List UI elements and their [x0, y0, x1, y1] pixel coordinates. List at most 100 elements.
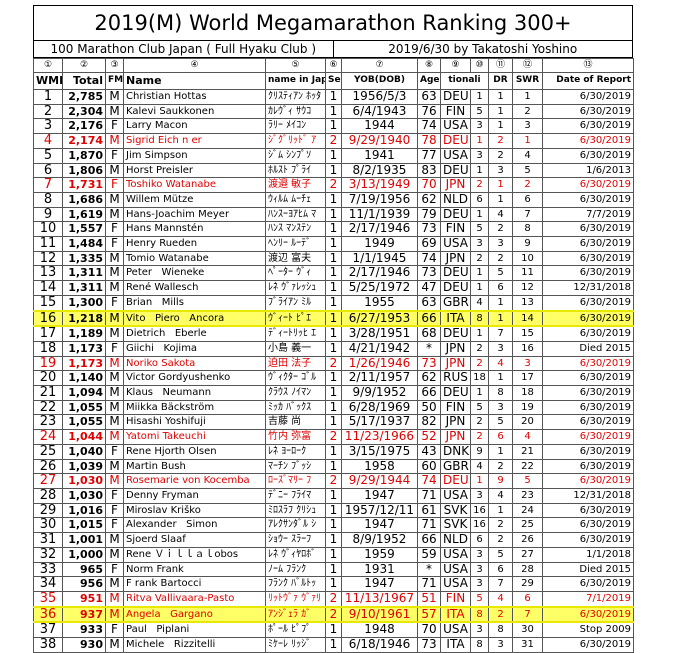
- ranking-row: 33 965 F Norm Frank ﾉｰﾑ ﾌﾗﾝｸ 1 1931 * USA 3 6 28 Die…: [33, 561, 634, 578]
- cell: 6/30/2019: [542, 265, 634, 282]
- cell: 73: [417, 221, 441, 238]
- cell: M: [105, 590, 124, 608]
- cell: ﾌﾗﾝｸ ﾊﾞﾙﾄｯ: [265, 576, 326, 592]
- cell: 73: [417, 637, 441, 653]
- cell: Miroslav Kriško: [123, 502, 266, 519]
- cell: 32: [33, 546, 63, 563]
- cell: 12: [33, 250, 63, 267]
- cell: 5/17/1937: [341, 414, 418, 431]
- cell: Willem Mütze: [123, 191, 266, 208]
- cell: 2,174: [62, 133, 106, 149]
- cell: 2: [470, 250, 489, 267]
- cell: 2: [488, 517, 513, 534]
- cell: 7/19/1956: [341, 191, 418, 208]
- cell: 60: [417, 458, 441, 475]
- column-header: Sex: [325, 72, 342, 90]
- cell: 1,311: [62, 265, 106, 282]
- cell: 1: [325, 89, 342, 105]
- cell: 50: [417, 399, 441, 416]
- ranking-row: 29 1,016 F Miroslav Kriško ﾐﾛｽﾗﾌ ｸﾘｼｭ 1 1957/1…: [33, 502, 634, 519]
- cell: 6/30/2019: [542, 443, 634, 460]
- cell: 2: [488, 221, 513, 238]
- cell: 1: [325, 191, 342, 208]
- cell: 1: [325, 206, 342, 223]
- cell: 74: [417, 473, 441, 489]
- column-number: ⑤: [265, 58, 326, 73]
- cell: USA: [440, 576, 471, 592]
- cell: ﾎﾙｽﾄ ﾌﾟﾗｲ: [265, 162, 326, 179]
- cell: F: [105, 118, 124, 135]
- cell: 6: [488, 429, 513, 445]
- cell: 5: [488, 265, 513, 282]
- column-number: ④: [123, 58, 266, 73]
- cell: 4: [512, 429, 543, 445]
- ranking-row: 24 1,044 M Yatomi Takeuchi 竹内 弥富 2 11/23/1966 5…: [33, 429, 634, 445]
- cell: 1: [512, 133, 543, 149]
- cell: 76: [417, 103, 441, 120]
- cell: 2: [470, 340, 489, 357]
- cell: *: [417, 561, 441, 578]
- cell: 1944: [341, 118, 418, 135]
- cell: 69: [417, 236, 441, 252]
- cell: F: [105, 294, 124, 312]
- column-header: Name: [123, 72, 266, 90]
- cell: F: [105, 517, 124, 534]
- cell: F: [105, 502, 124, 519]
- cell: ﾗﾘｰ ﾒｲｺﾝ: [265, 118, 326, 135]
- cell: 9: [470, 443, 489, 460]
- cell: ﾎﾟｰﾙ ﾋﾟﾌﾟ: [265, 621, 326, 639]
- cell: Noriko Sakota: [123, 355, 266, 372]
- cell: F: [105, 236, 124, 252]
- cell: ｱﾝｼﾞｪﾗ ｶﾞ: [265, 605, 326, 624]
- cell: JPN: [440, 250, 471, 267]
- cell: 2: [325, 605, 342, 624]
- cell: 1: [325, 517, 342, 534]
- cell: 9: [512, 236, 543, 252]
- cell: 1: [325, 621, 342, 639]
- cell: Died 2015: [542, 340, 634, 357]
- cell: 6/4/1943: [341, 103, 418, 120]
- cell: 1,040: [62, 443, 106, 460]
- cell: 10: [33, 221, 63, 238]
- cell: 1: [325, 458, 342, 475]
- cell: 16: [33, 309, 63, 328]
- cell: 1: [488, 103, 513, 120]
- cell: 3: [470, 546, 489, 563]
- cell: 5/25/1972: [341, 280, 418, 296]
- cell: 24: [33, 429, 63, 445]
- cell: USA: [440, 147, 471, 164]
- cell: 4: [488, 487, 513, 504]
- cell: 1,806: [62, 162, 106, 179]
- cell: M: [105, 473, 124, 489]
- ranking-row: 25 1,040 F Rene Hjorth Olsen ﾚﾈ ﾖｰﾛｰｸ 1 3/15/1…: [33, 443, 634, 460]
- cell: M: [105, 637, 124, 653]
- cell: 12/31/2018: [542, 487, 634, 504]
- ranking-row: 9 1,619 M Hans-Joachim Meyer ﾊﾝｽｰﾖｱﾋﾑ ﾏ 1 11/1…: [33, 206, 634, 223]
- cell: ﾚﾈ ｳﾞｧﾚｯｼｭ: [265, 280, 326, 296]
- cell: 1: [325, 340, 342, 357]
- cell: USA: [440, 621, 471, 639]
- ranking-row: 22 1,055 M Miikka Bäckström ﾐｯｶ ﾊﾞｯｸｽ 1 6/28/1…: [33, 399, 634, 416]
- cell: 2: [512, 177, 543, 193]
- cell: 6/30/2019: [542, 309, 634, 328]
- cell: M: [105, 576, 124, 592]
- cell: 30: [33, 517, 63, 534]
- cell: 2,176: [62, 118, 106, 135]
- cell: 7: [488, 325, 513, 342]
- cell: 74: [417, 118, 441, 135]
- cell: 9/9/1952: [341, 385, 418, 401]
- cell: Sjoerd Slaaf: [123, 532, 266, 548]
- cell: GBR: [440, 294, 471, 312]
- ranking-row: 11 1,484 F Henry Rueden ﾍﾝﾘｰ ﾙｰﾃﾞ 1 1949 69 USA 3…: [33, 236, 634, 252]
- cell: 1,030: [62, 487, 106, 504]
- cell: 6/30/2019: [542, 294, 634, 312]
- cell: 小島 義一: [265, 340, 326, 357]
- cell: 3: [512, 118, 543, 135]
- cell: 2/17/1946: [341, 265, 418, 282]
- cell: 77: [417, 147, 441, 164]
- cell: 29: [33, 502, 63, 519]
- cell: 6/27/1953: [341, 309, 418, 328]
- cell: 1,030: [62, 473, 106, 489]
- cell: 1: [488, 118, 513, 135]
- cell: 1: [325, 385, 342, 401]
